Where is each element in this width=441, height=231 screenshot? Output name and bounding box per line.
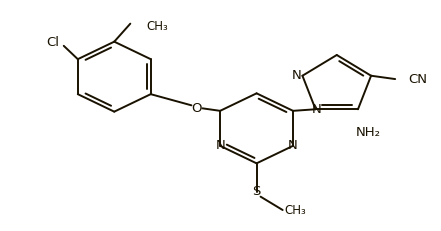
Text: N: N	[215, 139, 225, 152]
Text: CH₃: CH₃	[284, 204, 306, 218]
Text: N: N	[292, 69, 302, 82]
Text: Cl: Cl	[46, 36, 59, 49]
Text: S: S	[252, 185, 261, 198]
Text: NH₂: NH₂	[355, 126, 381, 139]
Text: CH₃: CH₃	[146, 20, 168, 33]
Text: N: N	[288, 139, 298, 152]
Text: N: N	[312, 103, 321, 116]
Text: O: O	[191, 102, 202, 115]
Text: CN: CN	[408, 73, 427, 85]
